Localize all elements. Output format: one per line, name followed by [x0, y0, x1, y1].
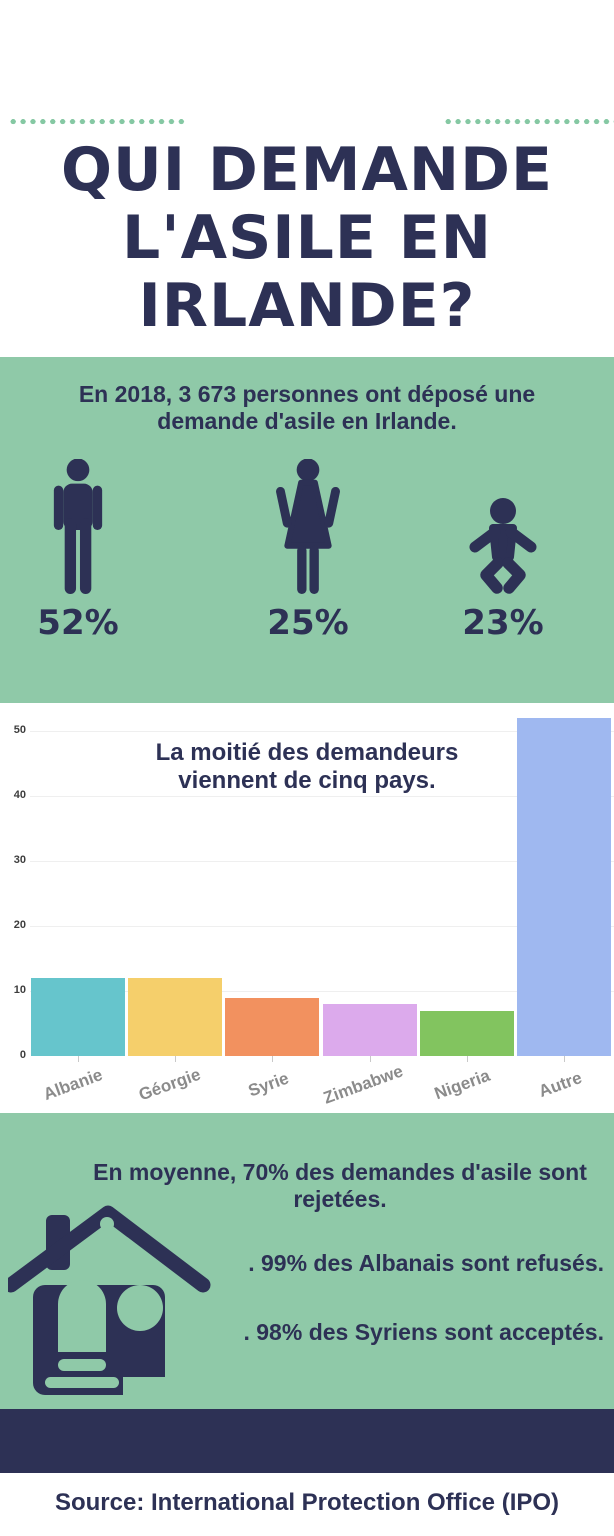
x-label-albanie: Albanie: [40, 1065, 106, 1104]
x-label-georgie: Géorgie: [136, 1064, 204, 1105]
outcomes-heading: En moyenne, 70% des demandes d'asile son…: [93, 1159, 587, 1212]
x-label-zimbabwe: Zimbabwe: [320, 1061, 406, 1108]
bar-autre: [517, 718, 611, 1056]
women-percentage: 25%: [267, 603, 349, 643]
x-tick-nigeria: [466, 1056, 468, 1062]
dotted-line-left-icon: [10, 118, 188, 126]
house-icon: [8, 1205, 212, 1399]
x-label-autre: Autre: [536, 1068, 585, 1102]
source-section: Source: International Protection Office …: [0, 1473, 614, 1536]
chart-section: 0 10 20 30 40 50 Albanie Géorgie Syrie Zimbabwe Ni…: [0, 703, 614, 1113]
bar-syrie: [225, 997, 320, 1056]
outcome-bullet-syria: . 98% des Syriens sont acceptés.: [243, 1319, 604, 1345]
bar-albanie: [31, 978, 125, 1056]
stat-group-men: 52%: [18, 457, 138, 643]
gridline-20: [30, 926, 614, 927]
y-tick-label-10: 10: [13, 984, 26, 996]
children-percentage: 23%: [462, 603, 544, 643]
x-tick-albanie: [78, 1056, 79, 1062]
outcomes-section: En moyenne, 70% des demandes d'asile son…: [0, 1113, 614, 1409]
stats-section: En 2018, 3 673 personnes ont déposé une …: [0, 357, 614, 703]
chart-title: La moitié des demandeurs viennent de cin…: [155, 739, 459, 794]
baby-icon: [443, 457, 563, 597]
y-tick-label-50: 50: [13, 724, 26, 736]
bar-nigeria: [419, 1010, 514, 1056]
x-tick-georgie: [175, 1056, 177, 1062]
stats-intro-text: En 2018, 3 673 personnes ont déposé une …: [78, 381, 536, 434]
stat-group-women: 25%: [248, 457, 368, 643]
bar-chart-plot: 0 10 20 30 40 50 Albanie Géorgie Syrie Zimbabwe Ni…: [0, 703, 614, 1113]
x-label-nigeria: Nigeria: [431, 1065, 493, 1104]
gridline-30: [30, 861, 614, 862]
bar-georgie: [128, 978, 223, 1056]
y-tick-label-20: 20: [13, 919, 26, 931]
gridline-40: [30, 796, 614, 797]
source-text: Source: International Protection Office …: [54, 1489, 560, 1516]
y-tick-label-0: 0: [19, 1049, 26, 1061]
hero-section: QUI DEMANDE L'ASILE EN IRLANDE?: [0, 0, 614, 357]
y-tick-label-30: 30: [13, 854, 26, 866]
x-tick-syrie: [272, 1056, 274, 1062]
woman-icon: [248, 457, 368, 597]
gridline-50: [30, 731, 614, 732]
x-label-syrie: Syrie: [246, 1068, 292, 1101]
bar-zimbabwe: [322, 1004, 417, 1056]
men-percentage: 52%: [37, 603, 119, 643]
gridline-10: [30, 991, 614, 992]
page-title: QUI DEMANDE L'ASILE EN IRLANDE?: [61, 135, 553, 341]
x-tick-autre: [564, 1056, 565, 1062]
outcome-bullet-albania: . 99% des Albanais sont refusés.: [248, 1250, 604, 1276]
x-tick-zimbabwe: [369, 1056, 371, 1062]
stat-group-children: 23%: [443, 457, 563, 643]
footer-band: [0, 1409, 614, 1473]
man-icon: [18, 457, 138, 597]
dotted-line-right-icon: [445, 118, 614, 126]
y-tick-label-40: 40: [13, 789, 26, 801]
